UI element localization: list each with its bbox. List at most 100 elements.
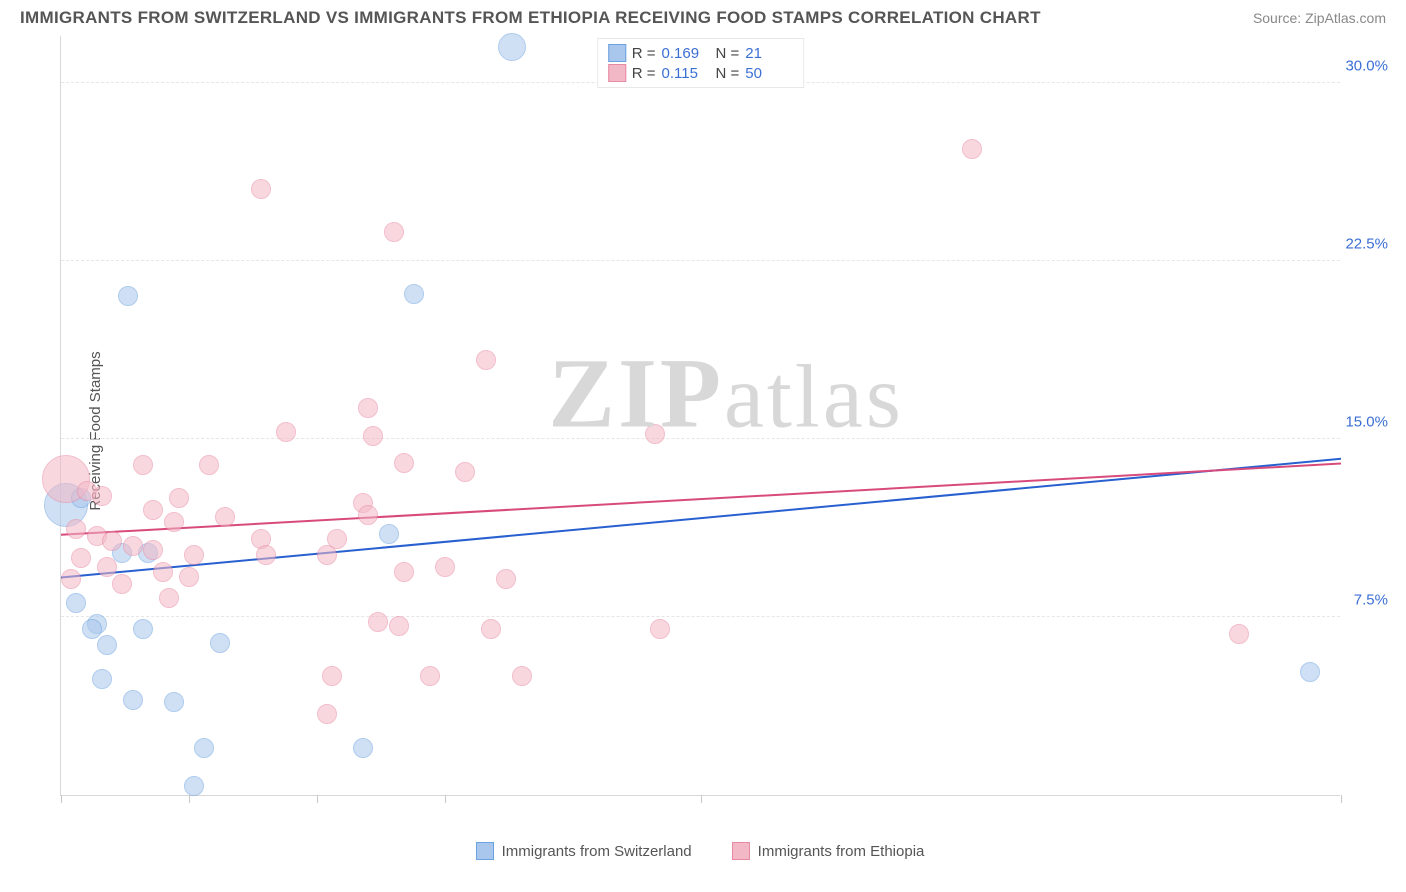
chart-container: Receiving Food Stamps ZIPatlas R =0.169N…: [60, 36, 1380, 826]
legend-n-label: N =: [716, 65, 740, 82]
plot-area: ZIPatlas R =0.169N =21R =0.115N =50 7.5%…: [60, 36, 1340, 796]
scatter-point: [184, 776, 204, 796]
scatter-point: [133, 619, 153, 639]
chart-title: IMMIGRANTS FROM SWITZERLAND VS IMMIGRANT…: [20, 8, 1041, 28]
scatter-point: [123, 690, 143, 710]
scatter-point: [420, 666, 440, 686]
scatter-point: [498, 33, 526, 61]
chart-header: IMMIGRANTS FROM SWITZERLAND VS IMMIGRANT…: [0, 0, 1406, 32]
scatter-point: [66, 593, 86, 613]
y-tick-label: 15.0%: [1345, 413, 1388, 430]
x-tick: [317, 795, 318, 803]
scatter-point: [276, 422, 296, 442]
x-tick: [445, 795, 446, 803]
scatter-point: [112, 574, 132, 594]
scatter-point: [1229, 624, 1249, 644]
scatter-point: [123, 536, 143, 556]
legend-swatch: [608, 64, 626, 82]
legend-swatch: [732, 842, 750, 860]
scatter-point: [512, 666, 532, 686]
legend-series-item: Immigrants from Switzerland: [476, 842, 692, 860]
trend-line: [61, 464, 1341, 535]
scatter-point: [394, 562, 414, 582]
y-tick-label: 30.0%: [1345, 57, 1388, 74]
scatter-point: [199, 455, 219, 475]
y-tick-label: 22.5%: [1345, 235, 1388, 252]
scatter-point: [215, 507, 235, 527]
scatter-point: [368, 612, 388, 632]
scatter-point: [92, 486, 112, 506]
scatter-point: [82, 619, 102, 639]
legend-series-label: Immigrants from Ethiopia: [758, 843, 925, 860]
gridline: [61, 616, 1340, 617]
scatter-point: [97, 557, 117, 577]
scatter-point: [481, 619, 501, 639]
scatter-point: [394, 453, 414, 473]
scatter-point: [66, 519, 86, 539]
gridline: [61, 260, 1340, 261]
legend-stats: R = 0.169 N = 21 R = 0.115 N = 50: [597, 38, 805, 88]
scatter-point: [650, 619, 670, 639]
legend-stat-row: R = 0.115 N = 50: [608, 63, 794, 83]
gridline: [61, 438, 1340, 439]
scatter-point: [153, 562, 173, 582]
scatter-point: [118, 286, 138, 306]
scatter-point: [92, 669, 112, 689]
legend-series-label: Immigrants from Switzerland: [502, 843, 692, 860]
scatter-point: [251, 179, 271, 199]
scatter-point: [169, 488, 189, 508]
legend-r-label: R =: [632, 45, 656, 62]
scatter-point: [435, 557, 455, 577]
scatter-point: [404, 284, 424, 304]
scatter-point: [256, 545, 276, 565]
scatter-point: [379, 524, 399, 544]
legend-series: Immigrants from Switzerland Immigrants fr…: [60, 842, 1340, 860]
trend-line: [61, 459, 1341, 578]
x-tick: [1341, 795, 1342, 803]
scatter-point: [164, 512, 184, 532]
scatter-point: [363, 426, 383, 446]
watermark: ZIPatlas: [548, 335, 904, 450]
scatter-point: [133, 455, 153, 475]
scatter-point: [1300, 662, 1320, 682]
x-tick: [701, 795, 702, 803]
scatter-point: [496, 569, 516, 589]
scatter-point: [194, 738, 214, 758]
scatter-point: [962, 139, 982, 159]
legend-swatch: [476, 842, 494, 860]
x-tick: [61, 795, 62, 803]
legend-r-label: R =: [632, 65, 656, 82]
y-tick-label: 7.5%: [1354, 591, 1388, 608]
scatter-point: [353, 738, 373, 758]
scatter-point: [358, 505, 378, 525]
scatter-point: [476, 350, 496, 370]
scatter-point: [143, 540, 163, 560]
legend-series-item: Immigrants from Ethiopia: [732, 842, 925, 860]
scatter-point: [179, 567, 199, 587]
legend-n-value: 50: [745, 65, 793, 82]
x-tick: [189, 795, 190, 803]
legend-n-label: N =: [716, 45, 740, 62]
scatter-point: [322, 666, 342, 686]
scatter-point: [645, 424, 665, 444]
scatter-point: [102, 531, 122, 551]
scatter-point: [317, 545, 337, 565]
scatter-point: [184, 545, 204, 565]
chart-source: Source: ZipAtlas.com: [1253, 10, 1386, 26]
scatter-point: [317, 704, 337, 724]
scatter-point: [61, 569, 81, 589]
trend-lines: [61, 36, 1341, 796]
scatter-point: [71, 548, 91, 568]
scatter-point: [358, 398, 378, 418]
scatter-point: [384, 222, 404, 242]
scatter-point: [389, 616, 409, 636]
legend-n-value: 21: [745, 45, 793, 62]
legend-r-value: 0.169: [662, 45, 710, 62]
scatter-point: [143, 500, 163, 520]
scatter-point: [97, 635, 117, 655]
scatter-point: [159, 588, 179, 608]
legend-stat-row: R = 0.169 N = 21: [608, 43, 794, 63]
legend-swatch: [608, 44, 626, 62]
scatter-point: [455, 462, 475, 482]
legend-r-value: 0.115: [662, 65, 710, 82]
